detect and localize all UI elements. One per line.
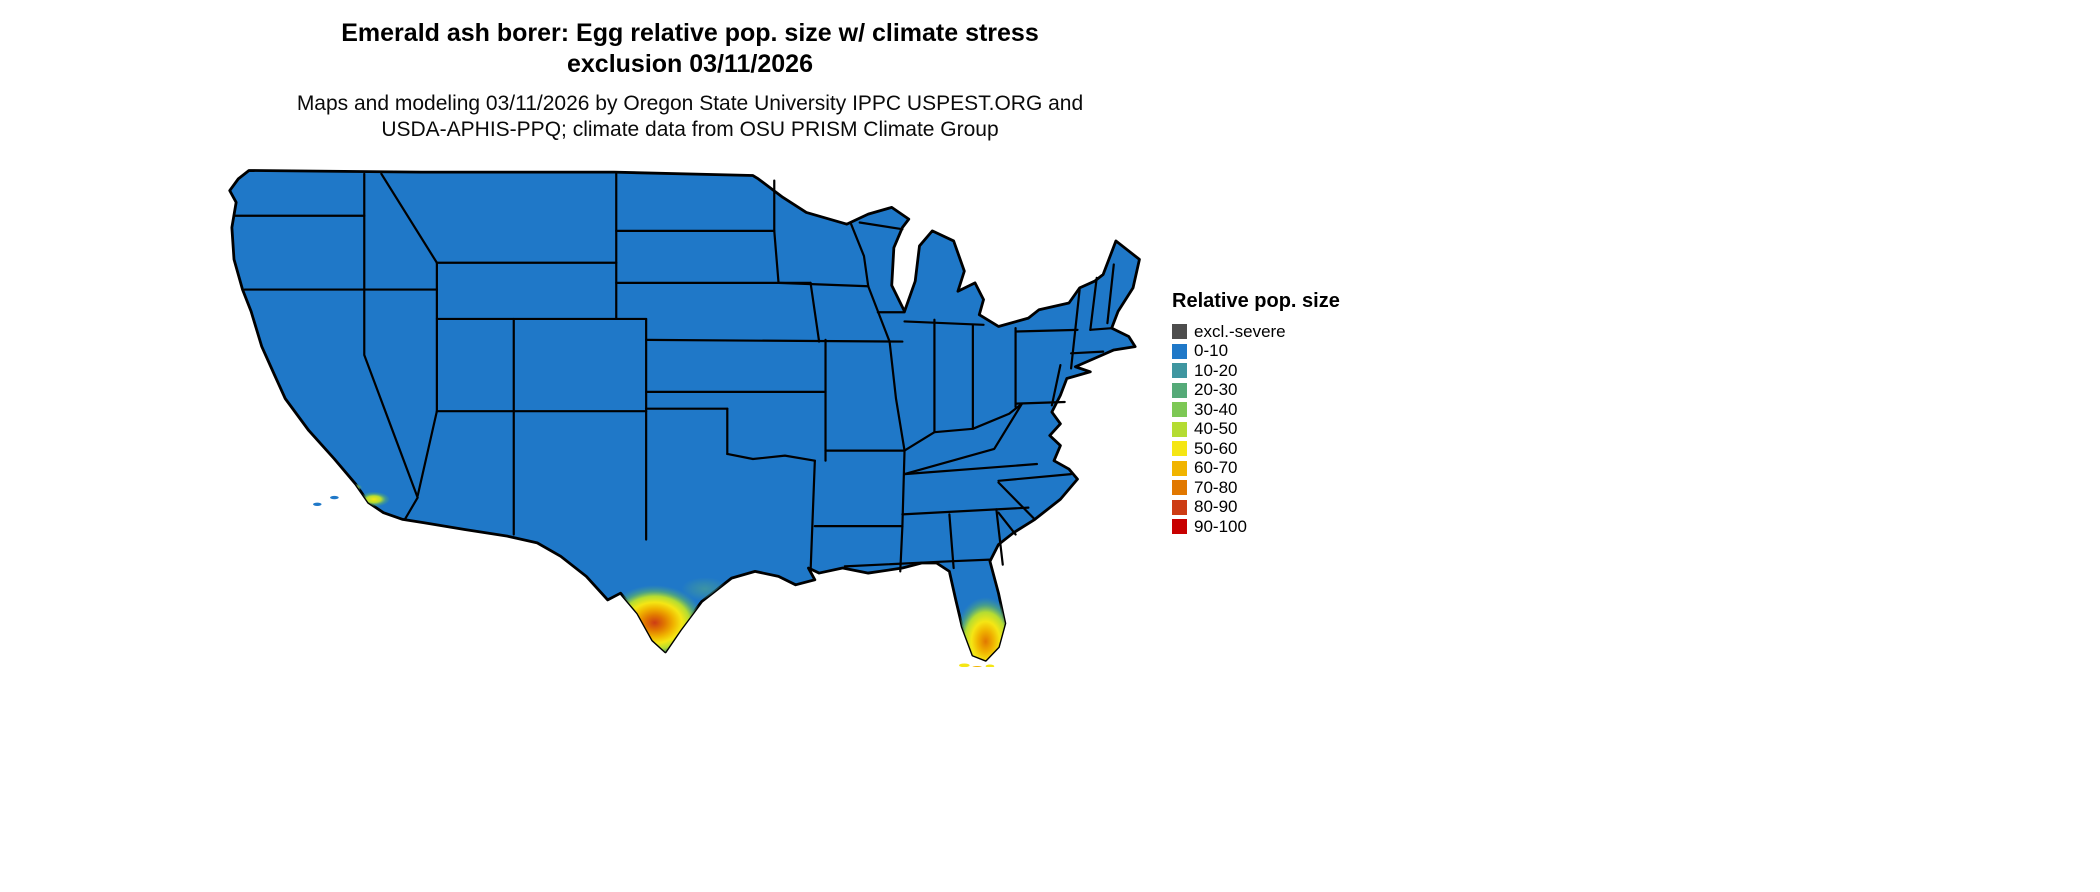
legend-item: 10-20 <box>1172 361 1340 381</box>
legend-swatch <box>1172 460 1187 476</box>
legend-item: excl.-severe <box>1172 322 1340 342</box>
legend-item: 50-60 <box>1172 439 1340 459</box>
legend-item: 40-50 <box>1172 419 1340 440</box>
legend-item: 0-10 <box>1172 341 1340 362</box>
legend-title: Relative pop. size <box>1172 290 1340 312</box>
subtitle-line2: USDA-APHIS-PPQ; climate data from OSU PR… <box>381 117 999 141</box>
florida-key-dot <box>958 663 970 668</box>
legend-label: 30-40 <box>1194 399 1238 419</box>
florida-key-dot <box>971 665 983 670</box>
legend-item: 20-30 <box>1172 380 1340 401</box>
legend: Relative pop. size excl.-severe 0-10 10-20… <box>1172 290 1340 537</box>
legend-item: 60-70 <box>1172 458 1340 479</box>
legend-item: 80-90 <box>1172 497 1340 518</box>
legend-swatch <box>1172 499 1187 515</box>
legend-swatch <box>1172 382 1187 398</box>
channel-island-dot <box>330 495 339 500</box>
legend-label: 60-70 <box>1194 458 1238 478</box>
legend-swatch <box>1172 324 1187 340</box>
channel-islands <box>313 495 339 506</box>
legend-item: 90-100 <box>1172 517 1340 537</box>
us-map <box>155 147 1180 670</box>
legend-label: 70-80 <box>1194 477 1238 497</box>
page-title-line1: Emerald ash borer: Egg relative pop. siz… <box>341 19 1039 47</box>
legend-swatch <box>1172 343 1187 359</box>
channel-island-dot <box>313 502 322 506</box>
legend-swatch <box>1172 480 1187 496</box>
florida-key-dot <box>985 664 995 668</box>
subtitle-block: Maps and modeling 03/11/2026 by Oregon S… <box>0 91 1380 142</box>
legend-label: 50-60 <box>1194 438 1238 458</box>
legend-item: 30-40 <box>1172 400 1340 420</box>
legend-label: 80-90 <box>1194 497 1238 517</box>
legend-label: 90-100 <box>1194 516 1247 536</box>
legend-swatch <box>1172 519 1187 535</box>
legend-swatch <box>1172 363 1187 379</box>
subtitle-line1: Maps and modeling 03/11/2026 by Oregon S… <box>296 92 1084 115</box>
hotspot-southern-california <box>357 491 390 507</box>
legend-label: excl.-severe <box>1194 321 1286 341</box>
legend-label: 40-50 <box>1194 419 1238 439</box>
legend-label: 0-10 <box>1194 341 1229 361</box>
legend-label: 10-20 <box>1194 360 1238 380</box>
florida-keys <box>958 663 995 670</box>
legend-items: excl.-severe 0-10 10-20 20-30 30-40 40-50 50-6… <box>1172 322 1340 537</box>
legend-swatch <box>1172 421 1187 437</box>
legend-swatch <box>1172 441 1187 457</box>
page-title-line2: exclusion 03/11/2026 <box>566 49 813 78</box>
us-map-shape <box>230 170 1140 660</box>
title-block: Emerald ash borer: Egg relative pop. siz… <box>0 18 1380 142</box>
legend-swatch <box>1172 402 1187 418</box>
state-borders <box>234 174 1114 572</box>
legend-label: 20-30 <box>1194 380 1238 400</box>
map-container <box>155 147 1180 672</box>
legend-item: 70-80 <box>1172 478 1340 498</box>
